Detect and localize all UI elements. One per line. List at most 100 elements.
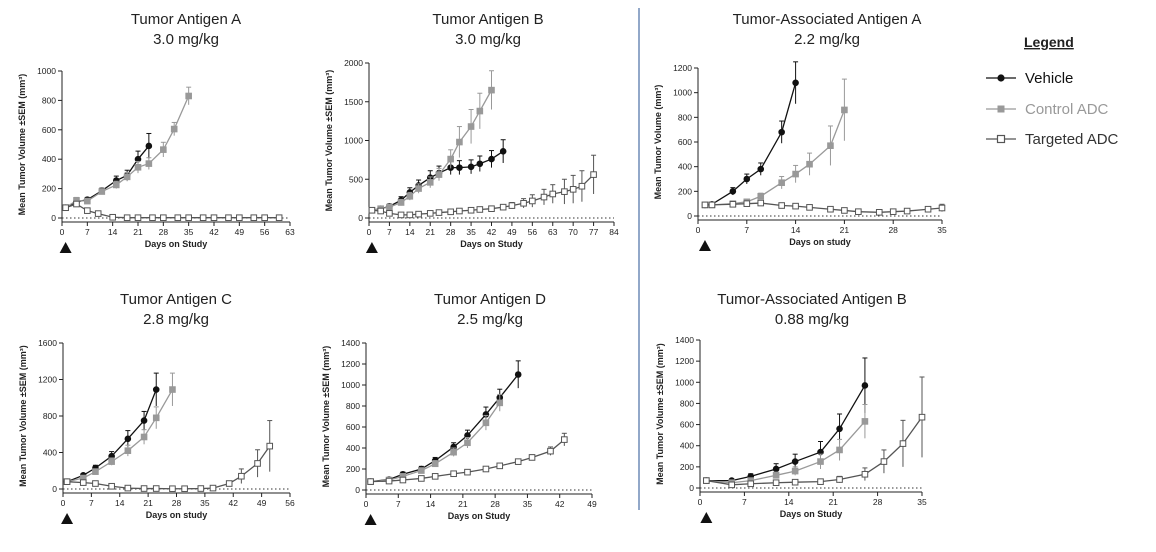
chart-title: Tumor-Associated Antigen A — [733, 11, 922, 28]
data-point — [368, 206, 376, 214]
data-point — [836, 425, 843, 433]
data-point — [84, 197, 91, 205]
data-point — [467, 123, 475, 130]
data-point — [250, 214, 258, 222]
chart-title: Tumor Antigen A — [131, 11, 241, 28]
data-point — [152, 485, 160, 492]
y-tick-label: 600 — [680, 420, 694, 430]
series-line-vehicle — [706, 385, 866, 482]
y-axis-label: Mean Tumor Volume (mm³) — [653, 85, 663, 200]
x-tick-label: 42 — [229, 498, 239, 508]
data-point — [757, 199, 765, 207]
data-point — [386, 203, 393, 211]
y-tick-label: 200 — [678, 186, 692, 196]
data-point — [528, 454, 536, 461]
data-point — [827, 205, 834, 213]
chart-panel-5: Tumor Antigen D 2.5 mg/kg 0 200 400 600 800 100… — [321, 291, 597, 525]
chart-panel-6: Tumor-Associated Antigen B 0.88 mg/kg 0 200… — [655, 291, 927, 523]
x-tick-label: 7 — [387, 227, 392, 237]
data-point — [855, 208, 862, 215]
data-point — [62, 204, 69, 212]
data-point — [747, 480, 755, 488]
x-tick-label: 28 — [490, 499, 500, 509]
data-point — [467, 163, 475, 171]
y-axis-label: Mean Tumor Volume ±SEM (mm³) — [18, 345, 28, 487]
x-tick-label: 7 — [396, 499, 401, 509]
data-point — [73, 200, 80, 208]
x-tick-label: 14 — [108, 227, 118, 237]
data-point — [140, 485, 148, 492]
data-point — [791, 458, 799, 465]
x-axis-label: Days on Study — [145, 239, 208, 249]
data-point — [482, 419, 490, 427]
y-tick-label: 1400 — [675, 335, 694, 345]
chart-title: Tumor-Associated Antigen B — [717, 291, 907, 308]
data-point — [827, 142, 834, 149]
x-tick-label: 7 — [742, 497, 747, 507]
x-tick-label: 21 — [143, 498, 153, 508]
x-tick-label: 49 — [507, 227, 517, 237]
data-point — [456, 138, 463, 146]
y-tick-label: 0 — [689, 483, 694, 493]
data-point — [743, 200, 751, 207]
x-tick-label: 21 — [426, 227, 436, 237]
chart-subtitle: 3.0 mg/kg — [455, 31, 521, 48]
data-point — [63, 478, 71, 485]
data-point — [476, 206, 484, 213]
data-point — [841, 207, 848, 214]
y-axis-label: Mean Tumor Volume ±SEM (mm³) — [655, 343, 665, 485]
data-point — [791, 467, 799, 475]
data-point — [406, 193, 414, 200]
data-point — [772, 465, 780, 473]
legend-marker-control-adc — [997, 105, 1005, 113]
data-point — [520, 199, 527, 207]
y-tick-label: 1400 — [341, 338, 360, 348]
series-control-adc — [703, 403, 869, 487]
data-point — [145, 142, 153, 150]
data-point — [160, 146, 167, 153]
data-point — [496, 462, 504, 470]
y-tick-label: 600 — [42, 125, 56, 135]
data-point — [514, 371, 522, 378]
dosing-marker — [364, 514, 377, 525]
data-point — [415, 185, 422, 192]
series-line-vehicle — [370, 374, 519, 483]
data-point — [152, 414, 160, 422]
chart-panel-4: Tumor Antigen C 2.8 mg/kg 0 400 800 1200 1600 0… — [18, 291, 295, 524]
data-point — [464, 468, 471, 476]
series-line-control-adc — [371, 89, 493, 211]
data-point — [426, 179, 434, 186]
legend-item-control-adc: Control ADC — [986, 101, 1109, 118]
data-point — [145, 160, 153, 167]
x-axis-label: Days on Study — [448, 511, 511, 521]
data-point — [924, 205, 932, 213]
data-point — [467, 206, 475, 214]
data-point — [703, 477, 710, 484]
y-tick-label: 400 — [346, 443, 360, 453]
data-point — [109, 213, 116, 221]
series-vehicle — [63, 372, 160, 486]
x-tick-label: 42 — [487, 227, 497, 237]
x-tick-label: 21 — [840, 225, 850, 235]
data-point — [778, 128, 785, 136]
data-point — [791, 478, 799, 486]
legend-label-targeted-adc: Targeted ADC — [1025, 131, 1119, 148]
data-point — [569, 186, 577, 193]
data-point — [197, 485, 205, 492]
data-point — [79, 479, 87, 486]
x-tick-label: 42 — [209, 227, 219, 237]
data-point — [134, 214, 142, 222]
data-point — [98, 188, 106, 195]
chart-subtitle: 0.88 mg/kg — [775, 311, 849, 328]
data-point — [817, 458, 824, 465]
data-point — [806, 160, 813, 168]
series-targeted-adc — [63, 420, 274, 493]
data-point — [92, 480, 99, 487]
y-tick-label: 1000 — [344, 136, 363, 146]
data-point — [367, 478, 374, 485]
y-tick-label: 1200 — [675, 356, 694, 366]
series-line-control-adc — [65, 95, 190, 209]
y-tick-label: 1200 — [673, 63, 692, 73]
data-point — [397, 211, 405, 219]
